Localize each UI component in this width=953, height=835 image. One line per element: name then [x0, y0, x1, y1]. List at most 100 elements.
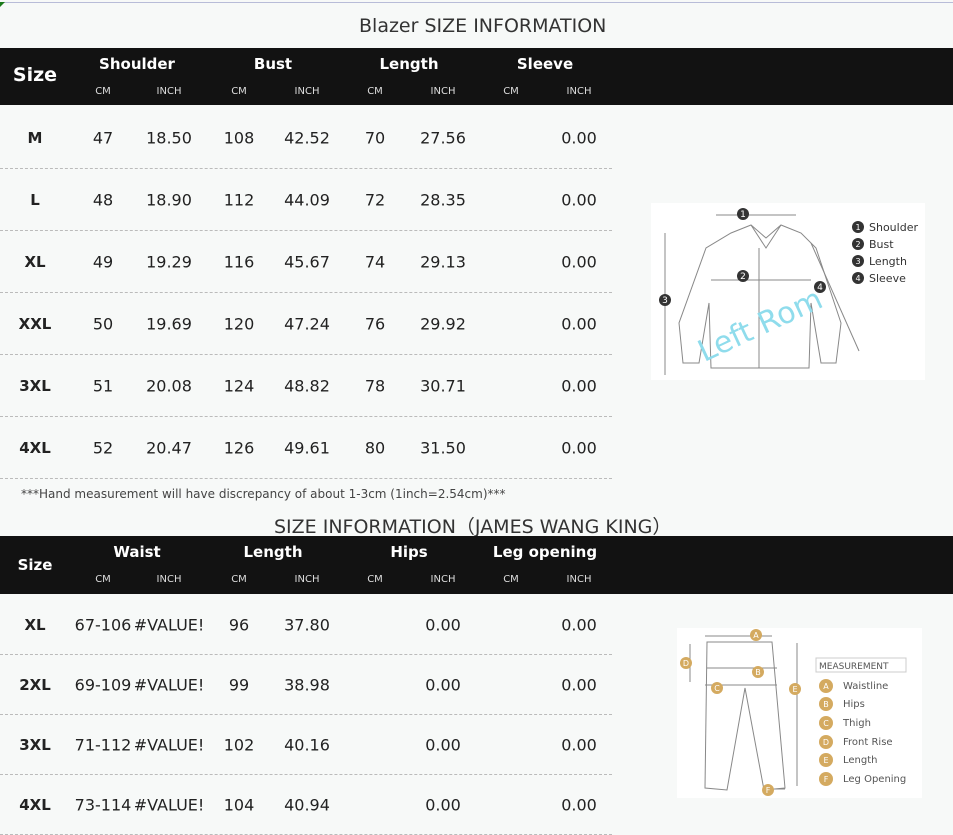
column-group-header: Length [379, 55, 439, 73]
svg-text:B: B [755, 668, 761, 677]
value-cell: 72 [364, 190, 386, 209]
column-group-header: Waist [113, 543, 161, 561]
table-row: 2XL 69-109 #VALUE! 99 38.98 0.00 0.00 [0, 655, 612, 715]
value-cell: 27.56 [420, 128, 466, 147]
value-cell: #VALUE! [133, 795, 205, 814]
value-cell: 96 [228, 615, 250, 634]
pants-header: Size Waist CM INCH Length CM INCH Hips CM INCH Leg… [0, 536, 953, 594]
value-cell: 44.09 [284, 190, 330, 209]
unit-inch-label: INCH [294, 86, 320, 97]
unit-inch-label: INCH [156, 86, 182, 97]
value-cell: 28.35 [420, 190, 466, 209]
unit-cm-label: CM [95, 574, 111, 585]
svg-text:1: 1 [740, 210, 746, 220]
column-group-header: Sleeve [516, 55, 574, 73]
legend-length: Length [869, 255, 907, 268]
value-cell: #VALUE! [133, 735, 205, 754]
value-cell: 29.13 [420, 252, 466, 271]
shirt-drawing: Left Rom 1 2 3 4 Shoulder Bust Length Sl… [659, 208, 918, 375]
blazer-header: Size Shoulder CM INCH Bust CM INCH Length CM INCH… [0, 48, 953, 105]
blazer-title: Blazer SIZE INFORMATION [359, 15, 607, 37]
value-cell: 49.61 [284, 438, 330, 457]
svg-text:F: F [824, 775, 829, 784]
size-cell: 2XL [19, 675, 51, 694]
column-group-header: Shoulder [99, 55, 175, 73]
table-row: 3XL 71-112 #VALUE! 102 40.16 0.00 0.00 [0, 715, 612, 775]
value-cell: 48.82 [284, 376, 330, 395]
column-group-header: Bust [253, 55, 293, 73]
size-cell: L [30, 190, 40, 209]
unit-cm-label: CM [503, 86, 519, 97]
unit-inch-label: INCH [156, 574, 182, 585]
value-cell: 70 [364, 128, 386, 147]
value-cell: 67-106 [74, 615, 132, 634]
svg-text:F: F [766, 786, 771, 795]
value-cell: 74 [364, 252, 386, 271]
unit-cm-label: CM [231, 574, 247, 585]
value-cell: 116 [223, 252, 255, 271]
value-cell: 0.00 [425, 795, 461, 814]
value-cell: 47.24 [284, 314, 330, 333]
value-cell: 50 [92, 314, 114, 333]
legend-shoulder: Shoulder [869, 221, 918, 234]
value-cell: 124 [223, 376, 255, 395]
value-cell: 30.71 [420, 376, 466, 395]
svg-text:D: D [823, 738, 829, 747]
value-cell: 37.80 [284, 615, 330, 634]
value-cell: 0.00 [561, 675, 597, 694]
svg-text:D: D [683, 659, 689, 668]
measurement-note: ***Hand measurement will have discrepanc… [21, 487, 506, 501]
value-cell: #VALUE! [133, 615, 205, 634]
unit-inch-label: INCH [430, 574, 456, 585]
value-cell: 0.00 [561, 314, 597, 333]
value-cell: 108 [223, 128, 255, 147]
value-cell: #VALUE! [133, 675, 205, 694]
svg-text:2: 2 [855, 240, 860, 249]
size-header: Size [12, 64, 58, 86]
size-cell: 3XL [19, 376, 51, 395]
svg-text:A: A [823, 682, 829, 691]
unit-inch-label: INCH [566, 86, 592, 97]
watermark: Left Rom [693, 282, 828, 370]
value-cell: 40.16 [284, 735, 330, 754]
svg-text:A: A [753, 631, 759, 640]
value-cell: 0.00 [425, 735, 461, 754]
value-cell: 42.52 [284, 128, 330, 147]
svg-text:E: E [823, 756, 828, 765]
value-cell: 78 [364, 376, 386, 395]
value-cell: 71-112 [74, 735, 132, 754]
column-group-header: Length [243, 543, 303, 561]
legend-thigh: Thigh [842, 718, 871, 729]
table-row: 3XL 51 20.08 124 48.82 78 30.71 0.00 [0, 355, 612, 417]
table-row: M 47 18.50 108 42.52 70 27.56 0.00 [0, 107, 612, 169]
svg-text:C: C [714, 684, 720, 693]
size-header: Size [17, 556, 53, 574]
table-row: 4XL 52 20.47 126 49.61 80 31.50 0.00 [0, 417, 612, 479]
legend-length: Length [843, 755, 878, 766]
sheet-gridline [0, 0, 953, 3]
unit-cm-label: CM [503, 574, 519, 585]
value-cell: 0.00 [561, 252, 597, 271]
value-cell: 0.00 [561, 735, 597, 754]
table-row: XL 49 19.29 116 45.67 74 29.13 0.00 [0, 231, 612, 293]
value-cell: 69-109 [74, 675, 132, 694]
legend-front-rise: Front Rise [843, 737, 893, 748]
value-cell: 0.00 [561, 190, 597, 209]
svg-text:E: E [792, 685, 797, 694]
value-cell: 99 [228, 675, 250, 694]
column-group-header: Leg opening [492, 543, 598, 561]
pants-title: SIZE INFORMATION（JAMES WANG KING） [274, 516, 672, 538]
table-row: XXL 50 19.69 120 47.24 76 29.92 0.00 [0, 293, 612, 355]
value-cell: 102 [223, 735, 255, 754]
value-cell: 40.94 [284, 795, 330, 814]
legend-waistline: Waistline [843, 681, 888, 692]
legend-leg-opening: Leg Opening [843, 774, 906, 785]
measurement-heading: MEASUREMENT [819, 662, 889, 672]
value-cell: 0.00 [425, 675, 461, 694]
value-cell: 0.00 [561, 128, 597, 147]
value-cell: 73-114 [74, 795, 132, 814]
value-cell: 19.29 [146, 252, 192, 271]
value-cell: 112 [223, 190, 255, 209]
